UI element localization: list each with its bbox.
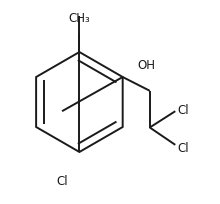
Text: Cl: Cl (56, 175, 68, 188)
Text: OH: OH (138, 59, 156, 72)
Text: Cl: Cl (177, 142, 189, 155)
Text: Cl: Cl (177, 104, 189, 117)
Text: CH₃: CH₃ (68, 12, 90, 25)
